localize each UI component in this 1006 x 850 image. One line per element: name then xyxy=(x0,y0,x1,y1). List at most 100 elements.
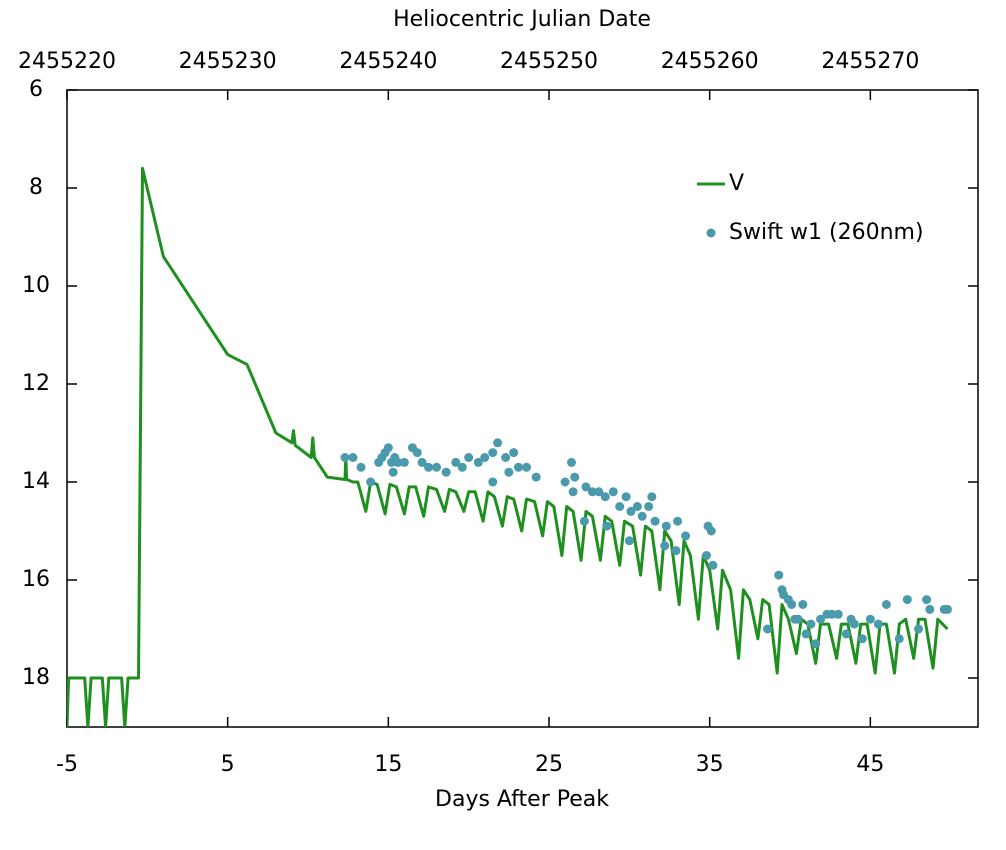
x2-tick-label: 2455250 xyxy=(500,49,598,74)
x-tick-label: 25 xyxy=(535,752,563,777)
scatter-point xyxy=(568,487,578,497)
scatter-point xyxy=(661,521,671,531)
legend-swatch xyxy=(706,228,716,238)
scatter-point xyxy=(501,453,511,462)
scatter-point xyxy=(925,604,935,614)
scatter-point xyxy=(383,443,393,453)
x-tick-label: 35 xyxy=(696,752,724,777)
scatter-point xyxy=(608,487,618,497)
scatter-point xyxy=(894,634,904,644)
x2-axis-label: Heliocentric Julian Date xyxy=(393,7,651,32)
scatter-point xyxy=(811,639,821,649)
scatter-point xyxy=(464,453,474,462)
legend-label: V xyxy=(729,171,744,196)
scatter-point xyxy=(816,614,826,624)
scatter-point xyxy=(531,472,541,482)
plot-frame xyxy=(66,89,979,728)
x2-tick-label: 2455230 xyxy=(179,49,277,74)
scatter-point xyxy=(348,453,358,462)
legend-label: Swift w1 (260nm) xyxy=(729,220,924,245)
scatter-point xyxy=(798,600,808,609)
scatter-point xyxy=(509,448,519,458)
scatter-point xyxy=(857,634,867,644)
scatter-point xyxy=(570,472,580,482)
x-tick-label: 45 xyxy=(856,752,884,777)
scatter-point xyxy=(340,453,350,462)
scatter-point xyxy=(587,487,597,497)
x-tick-label: -5 xyxy=(56,752,78,777)
scatter-point xyxy=(914,624,924,634)
x2-tick-label: 2455260 xyxy=(661,49,759,74)
scatter-point xyxy=(671,546,681,556)
scatter-point xyxy=(579,516,589,526)
scatter-point xyxy=(624,536,634,546)
x2-tick-label: 2455220 xyxy=(18,49,116,74)
scatter-point xyxy=(881,600,891,609)
x-tick-label: 5 xyxy=(221,752,235,777)
scatter-point xyxy=(637,511,647,521)
scatter-point xyxy=(522,462,532,472)
x2-tick-label: 2455270 xyxy=(821,49,919,74)
y-tick-label: 10 xyxy=(22,273,50,298)
scatter-point xyxy=(833,609,843,619)
scatter-point xyxy=(827,609,837,619)
scatter-point xyxy=(922,595,932,605)
scatter-point xyxy=(793,614,803,624)
scatter-point xyxy=(356,462,366,472)
scatter-point xyxy=(660,541,670,551)
scatter-point xyxy=(602,521,612,531)
scatter-point xyxy=(560,477,570,487)
y-tick-label: 6 xyxy=(29,77,43,102)
x-tick-label: 15 xyxy=(374,752,402,777)
scatter-point xyxy=(488,448,498,458)
scatter-point xyxy=(366,477,376,487)
scatter-point xyxy=(647,492,657,502)
scatter-point xyxy=(441,467,451,477)
scatter-point xyxy=(417,457,427,467)
scatter-point xyxy=(706,526,716,536)
scatter-point xyxy=(873,619,883,629)
scatter-point xyxy=(581,482,591,492)
scatter-point xyxy=(432,462,442,472)
scatter-point xyxy=(615,502,625,511)
line-series xyxy=(67,166,949,727)
scatter-point xyxy=(393,457,403,467)
scatter-point xyxy=(451,457,461,467)
scatter-point xyxy=(787,600,797,609)
y-tick-label: 18 xyxy=(22,665,50,690)
x-axis-label: Days After Peak xyxy=(435,787,609,812)
scatter-point xyxy=(865,614,875,624)
scatter-point xyxy=(457,462,467,472)
scatter-point xyxy=(473,457,483,467)
scatter-point xyxy=(480,453,490,462)
scatter-point xyxy=(774,570,784,580)
scatter-point xyxy=(902,595,912,605)
scatter-point xyxy=(594,487,604,497)
scatter-point xyxy=(504,467,514,477)
y-tick-label: 8 xyxy=(29,175,43,200)
scatter-point xyxy=(488,477,498,487)
scatter-point xyxy=(942,604,952,614)
scatter-point xyxy=(801,629,811,639)
scatter-point xyxy=(681,531,691,541)
scatter-point xyxy=(621,492,631,502)
scatter-point xyxy=(493,438,503,448)
scatter-point xyxy=(399,457,409,467)
x2-tick-label: 2455240 xyxy=(339,49,437,74)
scatter-point xyxy=(513,462,523,472)
scatter-point xyxy=(777,585,787,595)
scatter-point xyxy=(600,492,610,502)
scatter-point xyxy=(412,448,422,458)
scatter-point xyxy=(424,462,434,472)
scatter-point xyxy=(849,619,859,629)
scatter-point xyxy=(806,619,816,629)
scatter-point xyxy=(701,551,711,560)
y-tick-label: 16 xyxy=(22,567,50,592)
scatter-point xyxy=(708,560,718,570)
scatter-point xyxy=(841,629,851,639)
scatter-point xyxy=(644,502,654,511)
scatter-point xyxy=(650,516,660,526)
scatter-point xyxy=(567,457,577,467)
plot-area xyxy=(67,166,952,727)
